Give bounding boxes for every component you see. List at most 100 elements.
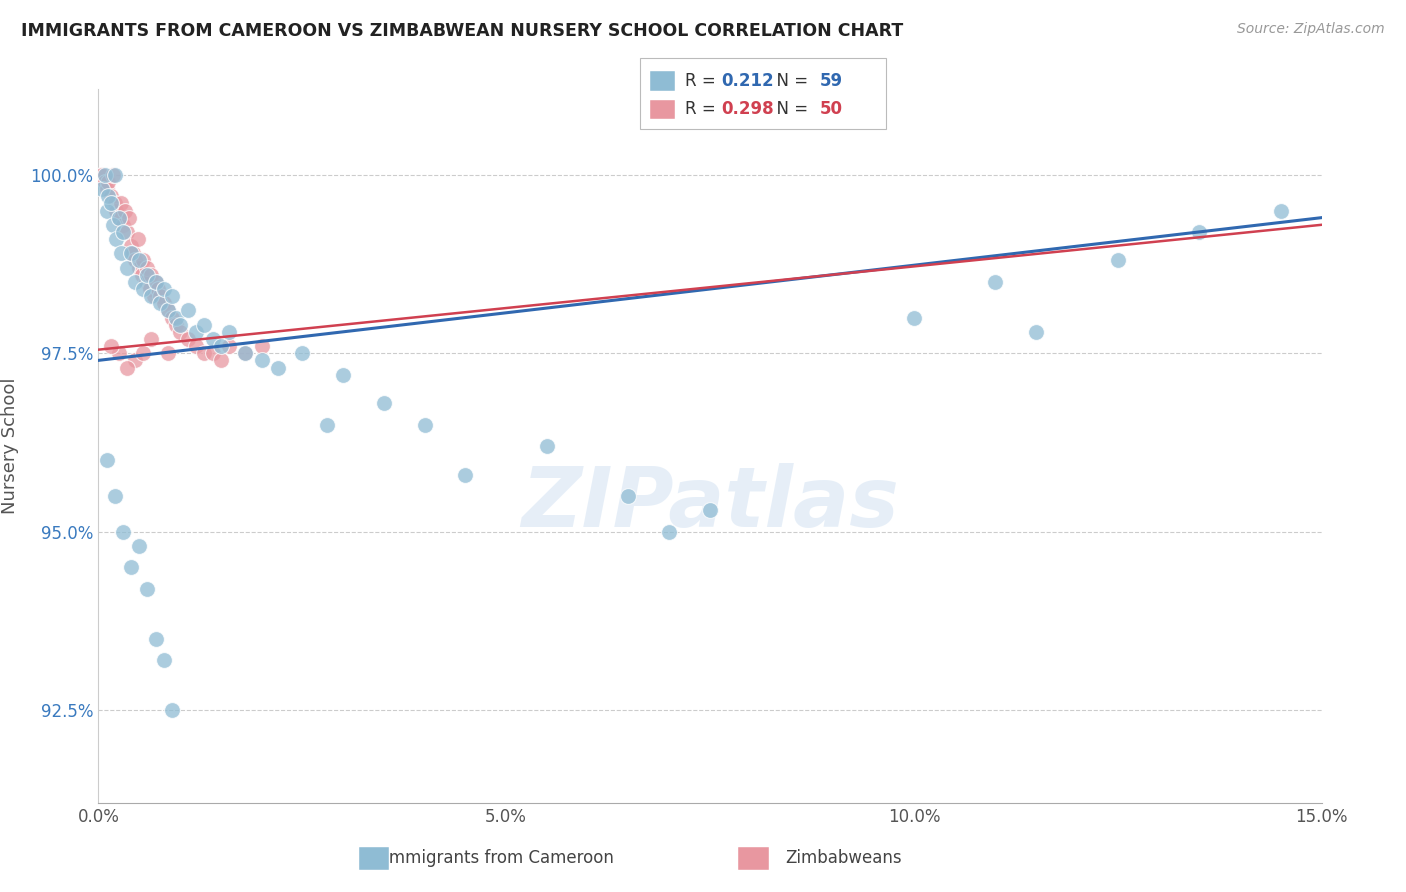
Point [105, 203, 128, 218]
Point [169, 325, 191, 339]
Point [136, 268, 159, 282]
Point [110, 196, 132, 211]
Point [165, 310, 187, 325]
Point [90, 168, 112, 182]
Point [617, 489, 640, 503]
Point [105, 232, 128, 246]
Text: Immigrants from Cameroon: Immigrants from Cameroon [384, 849, 614, 867]
Point [118, 211, 141, 225]
Point [193, 346, 215, 360]
Point [1107, 253, 1129, 268]
Point [250, 353, 273, 368]
Point [91, 168, 114, 182]
Text: R =: R = [685, 101, 721, 119]
Point [108, 346, 131, 360]
Point [124, 353, 146, 368]
Point [658, 524, 681, 539]
Point [536, 439, 558, 453]
Point [156, 346, 179, 360]
Point [100, 196, 122, 211]
Point [186, 339, 208, 353]
Point [1188, 225, 1211, 239]
Point [146, 282, 169, 296]
Text: Source: ZipAtlas.com: Source: ZipAtlas.com [1237, 22, 1385, 37]
Point [94, 175, 117, 189]
Point [233, 346, 256, 360]
Point [101, 168, 124, 182]
Point [149, 289, 172, 303]
Point [128, 260, 150, 275]
Point [141, 289, 163, 303]
Point [124, 275, 146, 289]
Point [149, 296, 172, 310]
Text: R =: R = [685, 72, 721, 90]
Point [100, 189, 122, 203]
Point [177, 303, 200, 318]
Point [97, 189, 120, 203]
Point [111, 524, 134, 539]
Point [104, 168, 127, 182]
Point [169, 318, 191, 332]
Point [291, 346, 314, 360]
Point [139, 282, 162, 296]
Point [120, 246, 142, 260]
Point [111, 218, 134, 232]
Text: N =: N = [766, 101, 814, 119]
Point [131, 268, 153, 282]
Point [128, 253, 150, 268]
Point [209, 353, 232, 368]
Point [984, 275, 1007, 289]
Point [156, 303, 179, 318]
Point [145, 632, 167, 646]
Point [250, 339, 273, 353]
Point [124, 253, 146, 268]
Text: N =: N = [766, 72, 814, 90]
Point [454, 467, 477, 482]
Text: IMMIGRANTS FROM CAMEROON VS ZIMBABWEAN NURSERY SCHOOL CORRELATION CHART: IMMIGRANTS FROM CAMEROON VS ZIMBABWEAN N… [21, 22, 903, 40]
Text: Zimbabweans: Zimbabweans [786, 849, 901, 867]
Point [160, 703, 183, 717]
Point [413, 417, 436, 432]
Point [699, 503, 721, 517]
Point [96, 182, 118, 196]
Point [136, 582, 159, 596]
Point [104, 489, 127, 503]
Point [152, 282, 174, 296]
Point [267, 360, 290, 375]
Point [120, 239, 142, 253]
Point [209, 339, 232, 353]
Point [201, 346, 224, 360]
Text: 50: 50 [820, 101, 842, 119]
Point [94, 168, 117, 182]
Point [160, 310, 183, 325]
Point [97, 175, 120, 189]
Point [233, 346, 256, 360]
Point [132, 346, 155, 360]
Point [108, 211, 131, 225]
Point [127, 232, 149, 246]
Point [152, 653, 174, 667]
Point [160, 289, 183, 303]
Point [315, 417, 337, 432]
Point [903, 310, 925, 325]
Point [122, 246, 145, 260]
Point [96, 453, 118, 467]
Point [218, 325, 240, 339]
Point [114, 203, 136, 218]
Point [100, 339, 122, 353]
Point [135, 275, 157, 289]
Point [1270, 203, 1292, 218]
Text: 59: 59 [820, 72, 842, 90]
Point [332, 368, 354, 382]
Point [101, 218, 124, 232]
Point [145, 275, 167, 289]
Point [193, 318, 215, 332]
Point [96, 203, 118, 218]
Point [152, 296, 174, 310]
Point [186, 325, 208, 339]
Point [120, 560, 142, 574]
Point [132, 253, 155, 268]
Point [145, 275, 167, 289]
Point [177, 332, 200, 346]
Point [115, 360, 138, 375]
